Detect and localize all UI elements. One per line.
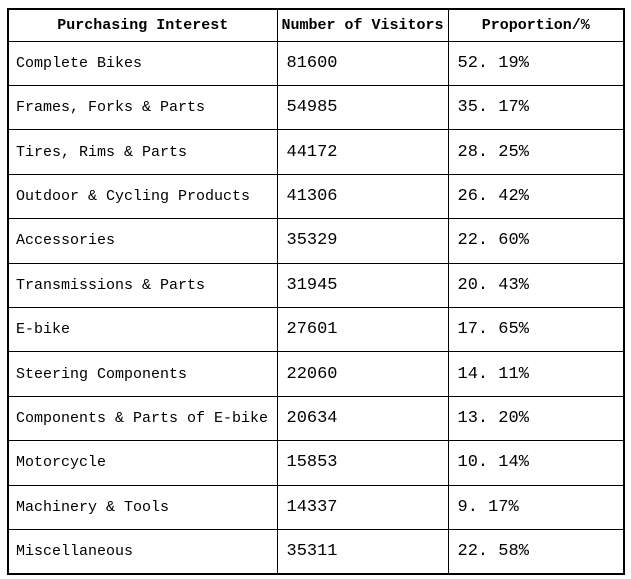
visitors-cell: 35329 [276, 218, 449, 264]
visitors-cell: 31945 [276, 262, 449, 308]
header-purchasing-interest: Purchasing Interest [7, 8, 278, 42]
proportion-cell: 14. 11% [447, 351, 625, 397]
visitors-cell: 44172 [276, 129, 449, 175]
proportion-cell: 35. 17% [447, 84, 625, 131]
proportion-cell: 28. 25% [447, 129, 625, 175]
interest-cell: Miscellaneous [7, 528, 278, 575]
interest-cell: E-bike [7, 306, 278, 353]
proportion-cell: 13. 20% [447, 395, 625, 442]
interest-cell: Transmissions & Parts [7, 262, 278, 308]
table-row: Motorcycle 15853 10. 14% [7, 440, 625, 486]
proportion-cell: 52. 19% [447, 40, 625, 86]
header-proportion: Proportion/% [447, 8, 625, 42]
proportion-cell: 22. 58% [447, 528, 625, 575]
visitors-cell: 41306 [276, 173, 449, 220]
interest-cell: Complete Bikes [7, 40, 278, 86]
header-row: Purchasing Interest Number of Visitors P… [7, 8, 625, 42]
visitors-cell: 27601 [276, 306, 449, 353]
table-row: Outdoor & Cycling Products 41306 26. 42% [7, 173, 625, 220]
visitors-cell: 54985 [276, 84, 449, 131]
table-row: Tires, Rims & Parts 44172 28. 25% [7, 129, 625, 175]
interest-cell: Accessories [7, 218, 278, 264]
visitors-cell: 22060 [276, 351, 449, 397]
table-row: Accessories 35329 22. 60% [7, 218, 625, 264]
purchasing-interest-table: Purchasing Interest Number of Visitors P… [7, 8, 625, 575]
table-body: Complete Bikes 81600 52. 19% Frames, Forks … [7, 40, 625, 575]
proportion-cell: 9. 17% [447, 484, 625, 530]
table-row: Machinery & Tools 14337 9. 17% [7, 484, 625, 530]
interest-cell: Machinery & Tools [7, 484, 278, 530]
visitors-cell: 81600 [276, 40, 449, 86]
table-row: Components & Parts of E-bike 20634 13. 20% [7, 395, 625, 442]
table-row: Steering Components 22060 14. 11% [7, 351, 625, 397]
proportion-cell: 17. 65% [447, 306, 625, 353]
interest-cell: Frames, Forks & Parts [7, 84, 278, 131]
table-row: E-bike 27601 17. 65% [7, 306, 625, 353]
table-header: Purchasing Interest Number of Visitors P… [7, 8, 625, 42]
table-row: Transmissions & Parts 31945 20. 43% [7, 262, 625, 308]
proportion-cell: 22. 60% [447, 218, 625, 264]
proportion-cell: 10. 14% [447, 440, 625, 486]
interest-cell: Steering Components [7, 351, 278, 397]
proportion-cell: 26. 42% [447, 173, 625, 220]
visitors-cell: 15853 [276, 440, 449, 486]
interest-cell: Components & Parts of E-bike [7, 395, 278, 442]
table-row: Complete Bikes 81600 52. 19% [7, 40, 625, 86]
visitors-cell: 35311 [276, 528, 449, 575]
table-row: Frames, Forks & Parts 54985 35. 17% [7, 84, 625, 131]
visitors-cell: 14337 [276, 484, 449, 530]
interest-cell: Tires, Rims & Parts [7, 129, 278, 175]
visitors-cell: 20634 [276, 395, 449, 442]
table-row: Miscellaneous 35311 22. 58% [7, 528, 625, 575]
interest-cell: Motorcycle [7, 440, 278, 486]
proportion-cell: 20. 43% [447, 262, 625, 308]
interest-cell: Outdoor & Cycling Products [7, 173, 278, 220]
header-number-of-visitors: Number of Visitors [276, 8, 449, 42]
